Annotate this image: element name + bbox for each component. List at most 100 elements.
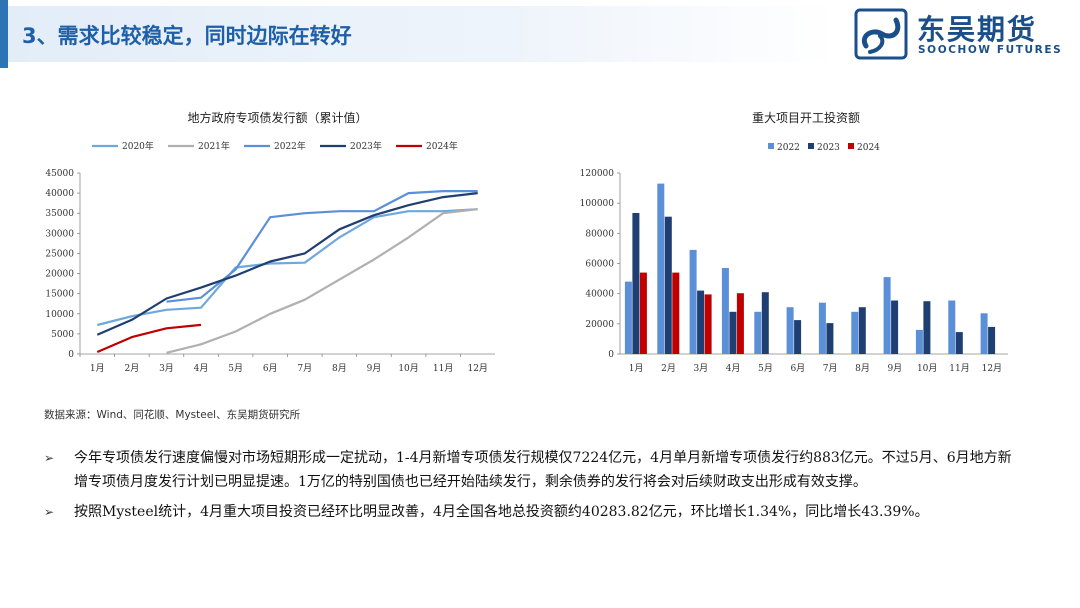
line-chart-y-tick-label: 5000: [51, 330, 74, 340]
line-series-2021年: [166, 208, 478, 354]
header-background: [8, 6, 840, 62]
line-chart-y-tick-label: 0: [68, 350, 74, 360]
line-chart-x-tick-label: 10月: [398, 363, 418, 374]
bar-2022-10月: [915, 329, 923, 354]
line-chart-y-tick-label: 10000: [45, 310, 74, 320]
bar-2023-4月: [729, 311, 737, 354]
bar-chart-y-tick-label: 40000: [585, 290, 614, 300]
bar-2024-1月: [639, 272, 647, 354]
line-chart-x-tick-label: 9月: [367, 363, 382, 374]
bar-chart-x-tick-label: 2月: [661, 363, 676, 374]
bar-chart-legend-label: 2023: [817, 143, 840, 153]
bar-2022-8月: [851, 311, 859, 354]
bar-2023-11月: [955, 332, 963, 354]
bar-2023-2月: [664, 216, 672, 354]
line-series-2020年: [97, 208, 478, 327]
bar-chart-x-tick-label: 5月: [758, 363, 773, 374]
page-title: 3、需求比较稳定，同时边际在转好: [22, 24, 352, 48]
line-chart-x-tick-label: 3月: [159, 363, 174, 374]
line-series-2023年: [96, 192, 478, 336]
bar-chart-x-tick-label: 8月: [855, 363, 870, 374]
line-chart-x-tick-label: 1月: [90, 363, 105, 374]
line-chart-x-tick-label: 4月: [194, 363, 209, 374]
data-source: 数据来源：Wind、同花顺、Mysteel、东吴期货研究所: [44, 409, 301, 421]
bar-chart-x-tick-label: 6月: [790, 363, 805, 374]
bar-2022-2月: [657, 183, 665, 354]
line-chart-legend-label: 2024年: [426, 140, 458, 152]
bar-2022-9月: [883, 277, 891, 354]
bar-2023-6月: [794, 320, 802, 354]
line-chart-legend-label: 2021年: [198, 140, 230, 152]
logo: 东吴期货 SOOCHOW FUTURES: [852, 6, 1072, 62]
bar-chart-y-tick-label: 100000: [580, 199, 615, 209]
line-chart-y-tick-label: 30000: [45, 229, 74, 239]
line-chart-title: 地方政府专项债发行额（累计值）: [187, 110, 367, 125]
bar-2022-6月: [786, 307, 794, 354]
bullet-item: ➢ 按照Mysteel统计，4月重大项目投资已经环比明显改善，4月全国各地总投资…: [40, 500, 1020, 524]
bar-chart-x-tick-label: 9月: [887, 363, 902, 374]
line-chart-legend-label: 2022年: [274, 140, 306, 152]
line-chart-legend-label: 2020年: [122, 140, 154, 152]
logo-name: 东吴期货: [917, 13, 1038, 46]
bullet-item: ➢ 今年专项债发行速度偏慢对市场短期形成一定扰动，1-4月新增专项债发行规模仅7…: [40, 446, 1020, 494]
bar-chart-x-tick-label: 7月: [823, 363, 838, 374]
bar-2023-9月: [891, 300, 899, 354]
bar-chart-y-tick-label: 120000: [580, 169, 615, 179]
line-chart-x-tick-label: 2月: [125, 363, 140, 374]
line-chart-y-tick-label: 20000: [45, 270, 74, 280]
line-chart-y-tick-label: 35000: [45, 209, 74, 219]
bar-2022-5月: [754, 311, 762, 354]
bar-2023-12月: [988, 326, 996, 354]
line-chart-y-tick-label: 15000: [45, 290, 74, 300]
header-bar: 3、需求比较稳定，同时边际在转好: [0, 0, 1080, 68]
bullet-arrow-icon: ➢: [44, 505, 55, 519]
bar-2024-3月: [704, 294, 712, 354]
bar-2023-7月: [826, 323, 834, 354]
line-chart-x-tick-label: 5月: [228, 363, 243, 374]
bar-chart-legend-label: 2022: [777, 143, 800, 153]
charts-canvas: 地方政府专项债发行额（累计值） 0 5000 10000 15000 20000 25000…: [45, 110, 1008, 374]
bar-2023-1月: [632, 213, 640, 354]
bullet-text: 今年专项债发行速度偏慢对市场短期形成一定扰动，1-4月新增专项债发行规模仅722…: [74, 450, 1012, 490]
bar-2022-12月: [980, 313, 988, 354]
line-chart-y-tick-label: 25000: [45, 249, 74, 259]
bar-2023-5月: [761, 292, 769, 354]
bar-chart-x-tick-label: 10月: [917, 363, 937, 374]
bar-chart-legend-swatch: [768, 143, 774, 149]
bar-chart-y-tick-label: 20000: [585, 320, 614, 330]
bar-2023-3月: [697, 290, 705, 354]
bar-2022-4月: [721, 268, 729, 354]
bar-2023-10月: [923, 301, 931, 354]
bar-chart-x-tick-label: 4月: [726, 363, 741, 374]
bar-2022-7月: [818, 302, 826, 354]
bar-chart-x-tick-label: 11月: [949, 363, 969, 374]
bar-chart-title: 重大项目开工投资额: [752, 110, 860, 125]
logo-subtitle: SOOCHOW FUTURES: [918, 44, 1063, 56]
bullet-arrow-icon: ➢: [44, 451, 55, 465]
bullet-text: 按照Mysteel统计，4月重大项目投资已经环比明显改善，4月全国各地总投资额约…: [74, 504, 929, 520]
bar-2023-8月: [858, 307, 866, 354]
line-chart-x-tick-label: 8月: [332, 363, 347, 374]
bar-2024-2月: [672, 272, 680, 354]
line-chart-x-tick-label: 6月: [263, 363, 278, 374]
line-chart-x-tick-label: 12月: [467, 363, 487, 374]
bar-chart-x-tick-label: 3月: [693, 363, 708, 374]
bar-2022-1月: [624, 281, 632, 354]
header-accent: [0, 0, 8, 68]
bar-2024-4月: [736, 293, 744, 354]
bar-chart-y-tick-label: 0: [608, 350, 614, 360]
bar-chart-x-tick-label: 12月: [982, 363, 1002, 374]
bar-2022-3月: [689, 249, 697, 354]
bar-chart-legend-swatch: [808, 143, 814, 149]
line-chart-x-tick-label: 11月: [433, 363, 453, 374]
line-chart-x-tick-label: 7月: [297, 363, 312, 374]
bar-chart-y-tick-label: 60000: [585, 260, 614, 270]
bar-2022-11月: [948, 300, 956, 354]
line-chart-y-tick-label: 45000: [45, 169, 74, 179]
line-series-2024年: [96, 323, 202, 354]
bar-chart-legend-label: 2024: [857, 143, 880, 153]
line-series-2022年: [166, 190, 478, 303]
bar-chart-x-tick-label: 1月: [629, 363, 644, 374]
logo-mark-icon: [854, 8, 908, 60]
bar-chart-legend-swatch: [848, 143, 854, 149]
